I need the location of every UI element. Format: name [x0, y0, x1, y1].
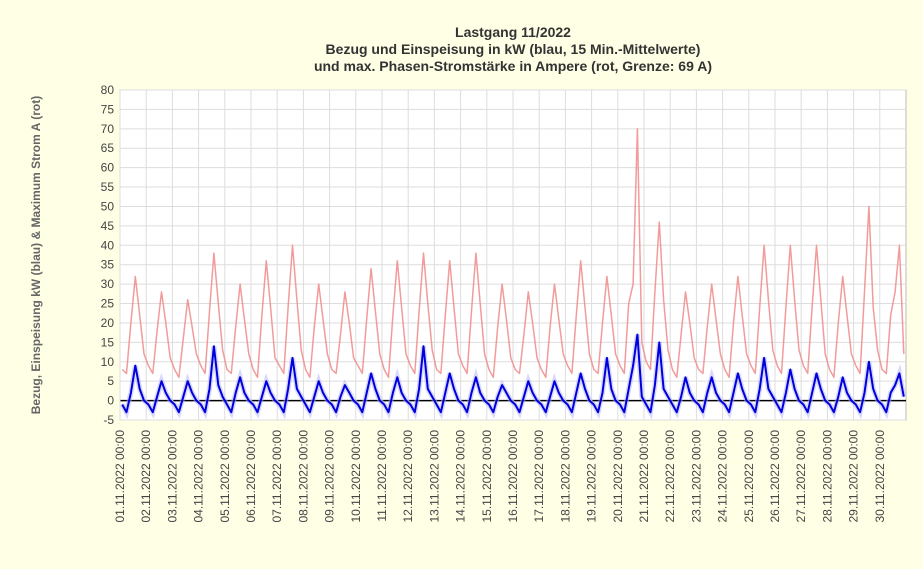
- y-tick-label: 70: [101, 122, 115, 136]
- x-tick-label: 24.11.2022 00:00: [716, 430, 730, 523]
- y-tick-label: 60: [101, 161, 115, 175]
- series-line: [121, 333, 905, 414]
- x-tick-label: 10.11.2022 00:00: [349, 430, 363, 523]
- x-tick-label: 18.11.2022 00:00: [558, 430, 572, 523]
- x-tick-label: 15.11.2022 00:00: [480, 430, 494, 523]
- y-tick-label: 55: [101, 180, 115, 194]
- y-tick-label: 40: [101, 238, 115, 252]
- y-tick-label: 0: [107, 394, 114, 408]
- x-tick-label: 25.11.2022 00:00: [742, 430, 756, 523]
- x-tick-label: 09.11.2022 00:00: [323, 430, 337, 523]
- x-tick-label: 16.11.2022 00:00: [506, 430, 520, 523]
- y-tick-label: 65: [101, 141, 115, 155]
- y-tick-label: 25: [101, 297, 115, 311]
- x-tick-label: 02.11.2022 00:00: [139, 430, 153, 523]
- y-tick-label: -5: [103, 413, 114, 427]
- x-tick-label: 08.11.2022 00:00: [296, 430, 310, 523]
- x-tick-label: 29.11.2022 00:00: [847, 430, 861, 523]
- x-tick-label: 12.11.2022 00:00: [401, 430, 415, 523]
- y-axis-label: Bezug, Einspeisung kW (blau) & Maximum S…: [29, 96, 43, 414]
- x-tick-label: 05.11.2022 00:00: [218, 430, 232, 523]
- y-tick-label: 75: [101, 102, 115, 116]
- y-tick-label: 45: [101, 219, 115, 233]
- x-tick-label: 03.11.2022 00:00: [165, 430, 179, 523]
- x-tick-label: 22.11.2022 00:00: [663, 430, 677, 523]
- x-tick-label: 19.11.2022 00:00: [585, 430, 599, 523]
- x-tick-label: 11.11.2022 00:00: [375, 430, 389, 522]
- series-line: [121, 128, 905, 379]
- x-tick-label: 21.11.2022 00:00: [637, 430, 651, 523]
- y-tick-label: 5: [107, 374, 114, 388]
- y-tick-label: 80: [101, 83, 115, 97]
- x-tick-label: 20.11.2022 00:00: [611, 430, 625, 523]
- y-tick-label: 50: [101, 199, 115, 213]
- x-tick-label: 17.11.2022 00:00: [532, 430, 546, 523]
- chart-subtitle: und max. Phasen-Stromstärke in Ampere (r…: [314, 58, 712, 74]
- x-tick-label: 27.11.2022 00:00: [794, 430, 808, 523]
- x-tick-label: 13.11.2022 00:00: [427, 430, 441, 523]
- x-tick-label: 06.11.2022 00:00: [244, 430, 258, 523]
- y-tick-label: 20: [101, 316, 115, 330]
- y-tick-label: 30: [101, 277, 115, 291]
- x-tick-label: 28.11.2022 00:00: [820, 430, 834, 523]
- x-tick-label: 23.11.2022 00:00: [689, 430, 703, 523]
- y-tick-label: 10: [101, 355, 115, 369]
- chart-subtitle: Bezug und Einspeisung in kW (blau, 15 Mi…: [326, 41, 701, 57]
- x-tick-label: 07.11.2022 00:00: [270, 430, 284, 523]
- x-tick-label: 04.11.2022 00:00: [192, 430, 206, 523]
- x-tick-label: 30.11.2022 00:00: [873, 430, 887, 523]
- chart-title: Lastgang 11/2022: [455, 24, 571, 40]
- x-tick-label: 14.11.2022 00:00: [454, 430, 468, 523]
- y-tick-label: 35: [101, 258, 115, 272]
- x-tick-label: 26.11.2022 00:00: [768, 430, 782, 523]
- x-tick-label: 01.11.2022 00:00: [113, 430, 127, 523]
- y-tick-label: 15: [101, 335, 115, 349]
